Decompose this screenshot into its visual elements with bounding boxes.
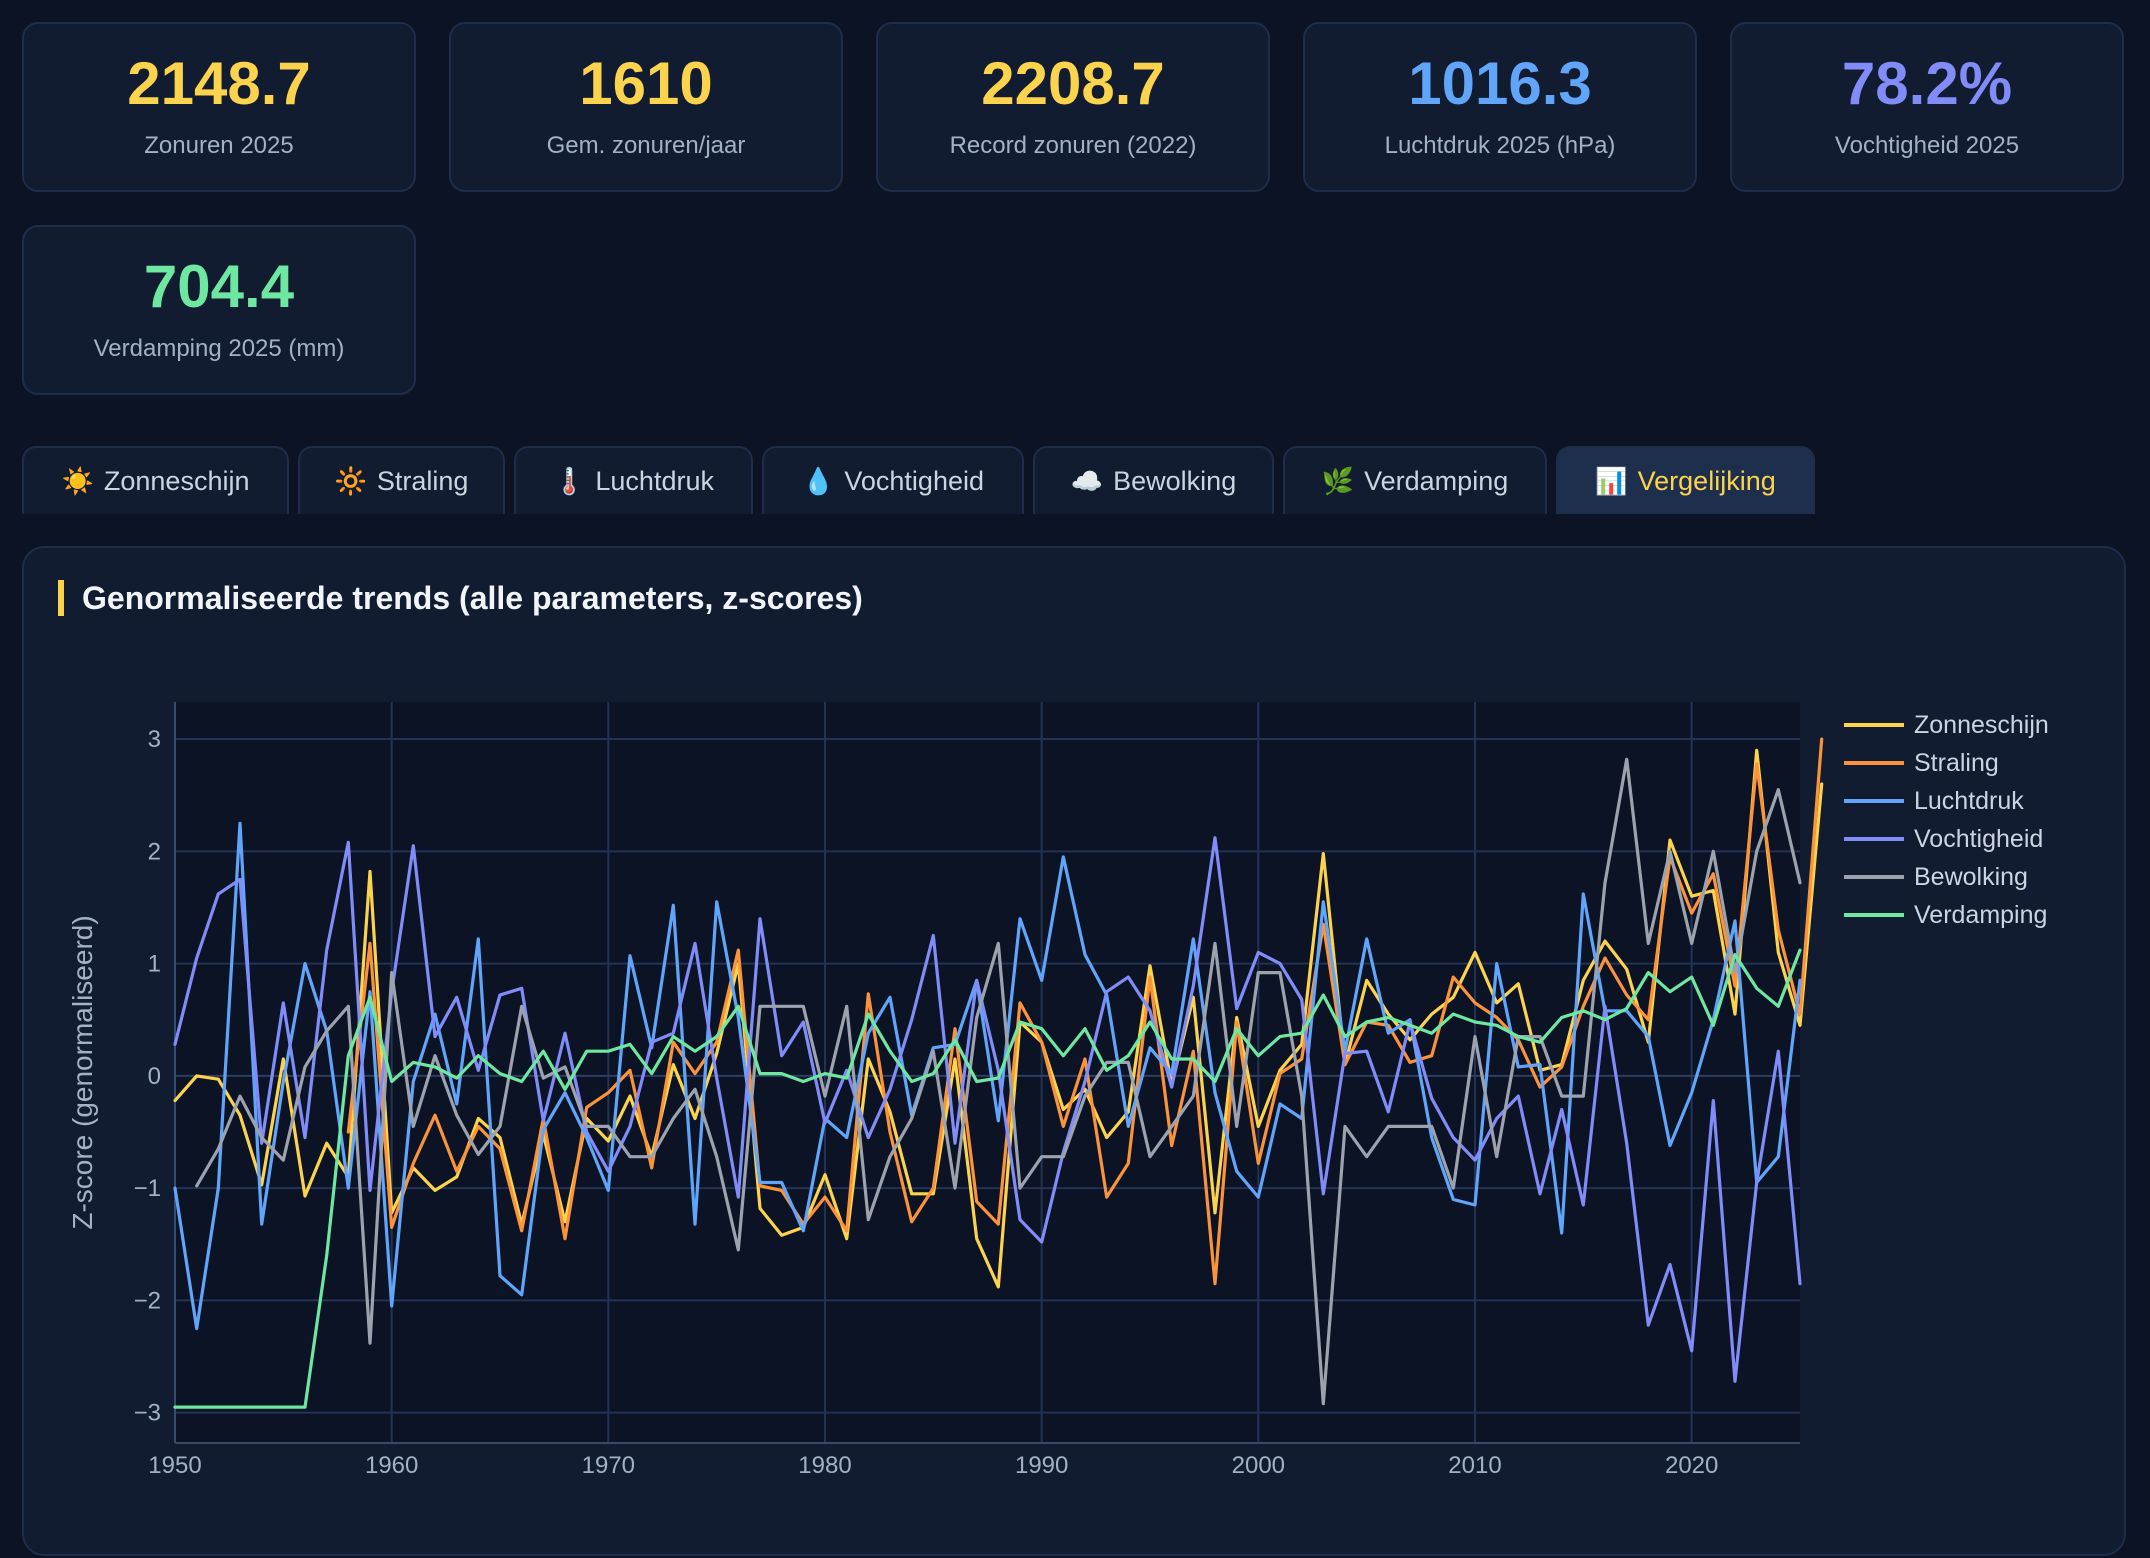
tab-label: Vergelijking (1637, 465, 1776, 496)
x-tick-label: 2020 (1665, 1452, 1718, 1479)
tab-verdamping[interactable]: 🌿 Verdamping (1283, 446, 1547, 514)
stat-label: Luchtdruk 2025 (hPa) (1384, 132, 1616, 159)
stat-label: Verdamping 2025 (mm) (93, 335, 345, 362)
stat-value: 2148.7 (127, 50, 311, 117)
stat-record-sun-hours: 2208.7 Record zonuren (2022) (876, 22, 1270, 192)
x-tick-label: 1960 (365, 1452, 418, 1479)
y-tick-label: −1 (134, 1175, 161, 1202)
tab-label: Vochtigheid (844, 465, 984, 496)
thermometer-icon: 🌡️ (553, 465, 586, 496)
tab-bar: ☀️ Zonneschijn 🔆 Straling 🌡️ Luchtdruk 💧 Vochti… (22, 446, 1815, 514)
tab-vergelijking[interactable]: 📊 Vergelijking (1556, 446, 1815, 514)
cloud-icon: ☁️ (1070, 465, 1104, 496)
x-tick-label: 2000 (1232, 1452, 1285, 1479)
stat-value: 704.4 (143, 253, 295, 320)
stat-value: 2208.7 (981, 50, 1165, 117)
stat-avg-sun-hours: 1610 Gem. zonuren/jaar (449, 22, 843, 192)
chart-panel: Genormaliseerde trends (alle parameters,… (22, 546, 2126, 1556)
y-tick-label: −2 (134, 1287, 161, 1314)
stat-label: Gem. zonuren/jaar (546, 132, 746, 159)
legend-label-luchtdruk: Luchtdruk (1914, 787, 2024, 815)
y-tick-label: −3 (134, 1400, 161, 1427)
legend-label-verdamping: Verdamping (1914, 901, 2047, 929)
x-tick-label: 2010 (1448, 1452, 1501, 1479)
stat-evaporation-2025: 704.4 Verdamping 2025 (mm) (22, 225, 416, 395)
y-tick-label: 2 (148, 838, 161, 865)
trend-chart: 1950 1960 1970 1980 1990 2000 2010 2020 3 2 1 0 −1 −2… (67, 702, 2049, 1479)
tab-label: Zonneschijn (103, 465, 250, 496)
legend-label-vochtigheid: Vochtigheid (1914, 825, 2043, 853)
legend-label-bewolking: Bewolking (1914, 863, 2028, 891)
bar-chart-icon: 📊 (1595, 465, 1628, 496)
droplet-icon: 💧 (802, 465, 835, 496)
series-line-zonneschijn (173, 748, 1824, 1289)
stat-sun-hours-2025: 2148.7 Zonuren 2025 (22, 22, 416, 192)
x-tick-label: 1980 (798, 1452, 851, 1479)
legend-label-zonneschijn: Zonneschijn (1914, 711, 2049, 739)
stat-value: 1016.3 (1408, 50, 1592, 117)
y-tick-label: 3 (148, 726, 161, 753)
panel-title: Genormaliseerde trends (alle parameters,… (58, 580, 863, 616)
stat-value: 1610 (579, 50, 713, 117)
leaf-icon: 🌿 (1321, 465, 1355, 496)
tab-vochtigheid[interactable]: 💧 Vochtigheid (762, 446, 1024, 514)
stat-label: Vochtigheid 2025 (1834, 132, 2020, 159)
tab-bewolking[interactable]: ☁️ Bewolking (1033, 446, 1274, 514)
stat-humidity-2025: 78.2% Vochtigheid 2025 (1730, 22, 2124, 192)
stat-label: Record zonuren (2022) (949, 132, 1197, 159)
stat-pressure-2025: 1016.3 Luchtdruk 2025 (hPa) (1303, 22, 1697, 192)
series-line-luchtdruk (173, 821, 1802, 1331)
x-tick-label: 1950 (148, 1452, 201, 1479)
series-line-vochtigheid (173, 836, 1802, 1383)
tab-label: Bewolking (1113, 465, 1237, 496)
tab-straling[interactable]: 🔆 Straling (298, 446, 505, 514)
y-axis-title: Z-score (genormaliseerd) (67, 915, 98, 1229)
stats-grid: 2148.7 Zonuren 2025 1610 Gem. zonuren/jaar 2… (22, 22, 2124, 395)
x-tick-label: 1970 (582, 1452, 635, 1479)
stat-label: Zonuren 2025 (144, 132, 294, 159)
legend-label-straling: Straling (1914, 749, 1999, 777)
x-tick-label: 1990 (1015, 1452, 1068, 1479)
tab-label: Verdamping (1364, 465, 1509, 496)
sun-icon: ☀️ (61, 465, 94, 496)
stat-value: 78.2% (1841, 50, 2013, 117)
tab-label: Straling (376, 465, 469, 496)
radiation-icon: 🔆 (334, 465, 367, 496)
series-line-verdamping (173, 948, 1802, 1409)
tab-zonneschijn[interactable]: ☀️ Zonneschijn (22, 446, 289, 514)
y-tick-label: 1 (148, 951, 161, 978)
series-line-bewolking (195, 757, 1802, 1406)
tab-luchtdruk[interactable]: 🌡️ Luchtdruk (514, 446, 753, 514)
tab-label: Luchtdruk (595, 465, 714, 496)
y-tick-label: 0 (148, 1063, 161, 1090)
